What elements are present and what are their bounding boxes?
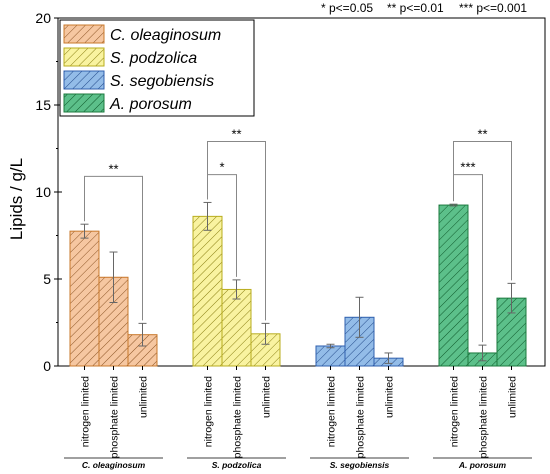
y-axis-label: Lipids / g/L	[7, 158, 26, 240]
bar	[438, 204, 469, 367]
y-tick-label: 15	[35, 97, 51, 113]
bar	[69, 230, 100, 367]
x-tick-label: unlimited	[261, 376, 273, 418]
significance-legend-p001: *** p<=0.001	[459, 1, 528, 15]
group-label: A. porosum	[458, 460, 507, 470]
legend: C. oleaginosum S. podzolica S. segobiensis…	[59, 19, 255, 117]
significance-bracket	[207, 141, 266, 321]
y-tick-label: 10	[35, 184, 51, 200]
x-tick-label: unlimited	[138, 376, 150, 418]
significance-label: **	[108, 161, 118, 176]
x-tick-label: nitrogen limited	[80, 376, 92, 447]
y-tick-label: 20	[35, 10, 51, 26]
x-tick-label: unlimited	[384, 376, 396, 418]
significance-label: **	[231, 127, 241, 142]
x-tick-label: nitrogen limited	[449, 376, 461, 447]
bar	[221, 288, 252, 367]
plot-area: 0 5 10 15 20 nitrogen limited phosphate limite…	[35, 10, 546, 470]
x-tick-label: unlimited	[507, 376, 519, 418]
legend-entry: S. segobiensis	[110, 73, 214, 90]
significance-legend-p01: ** p<=0.01	[387, 1, 444, 15]
x-tick-label: nitrogen limited	[326, 376, 338, 447]
y-tick-label: 0	[43, 358, 51, 374]
legend-entry: S. podzolica	[110, 50, 197, 67]
y-tick-label: 5	[43, 271, 51, 287]
legend-swatch	[63, 24, 105, 44]
legend-swatch	[63, 93, 105, 113]
legend-swatch	[63, 70, 105, 90]
group-label: S. podzolica	[212, 460, 262, 470]
significance-bracket	[453, 141, 512, 281]
legend-entry: A. porosum	[109, 96, 192, 113]
significance-legend-p05: * p<=0.05	[321, 1, 374, 15]
group-label: S. segobiensis	[330, 460, 390, 470]
group-label: C. oleaginosum	[82, 460, 146, 470]
x-tick-label: phosphate limited	[478, 376, 490, 458]
x-tick-label: phosphate limited	[109, 376, 121, 458]
significance-label: ***	[460, 160, 475, 175]
bar	[192, 215, 223, 367]
bar	[315, 345, 346, 367]
x-tick-label: phosphate limited	[232, 376, 244, 458]
significance-label: **	[477, 127, 487, 142]
legend-entry: C. oleaginosum	[110, 27, 221, 44]
significance-bracket	[84, 175, 143, 321]
legend-swatch	[63, 47, 105, 67]
x-tick-label: nitrogen limited	[203, 376, 215, 447]
significance-label: *	[219, 160, 224, 175]
x-tick-label: phosphate limited	[355, 376, 367, 458]
